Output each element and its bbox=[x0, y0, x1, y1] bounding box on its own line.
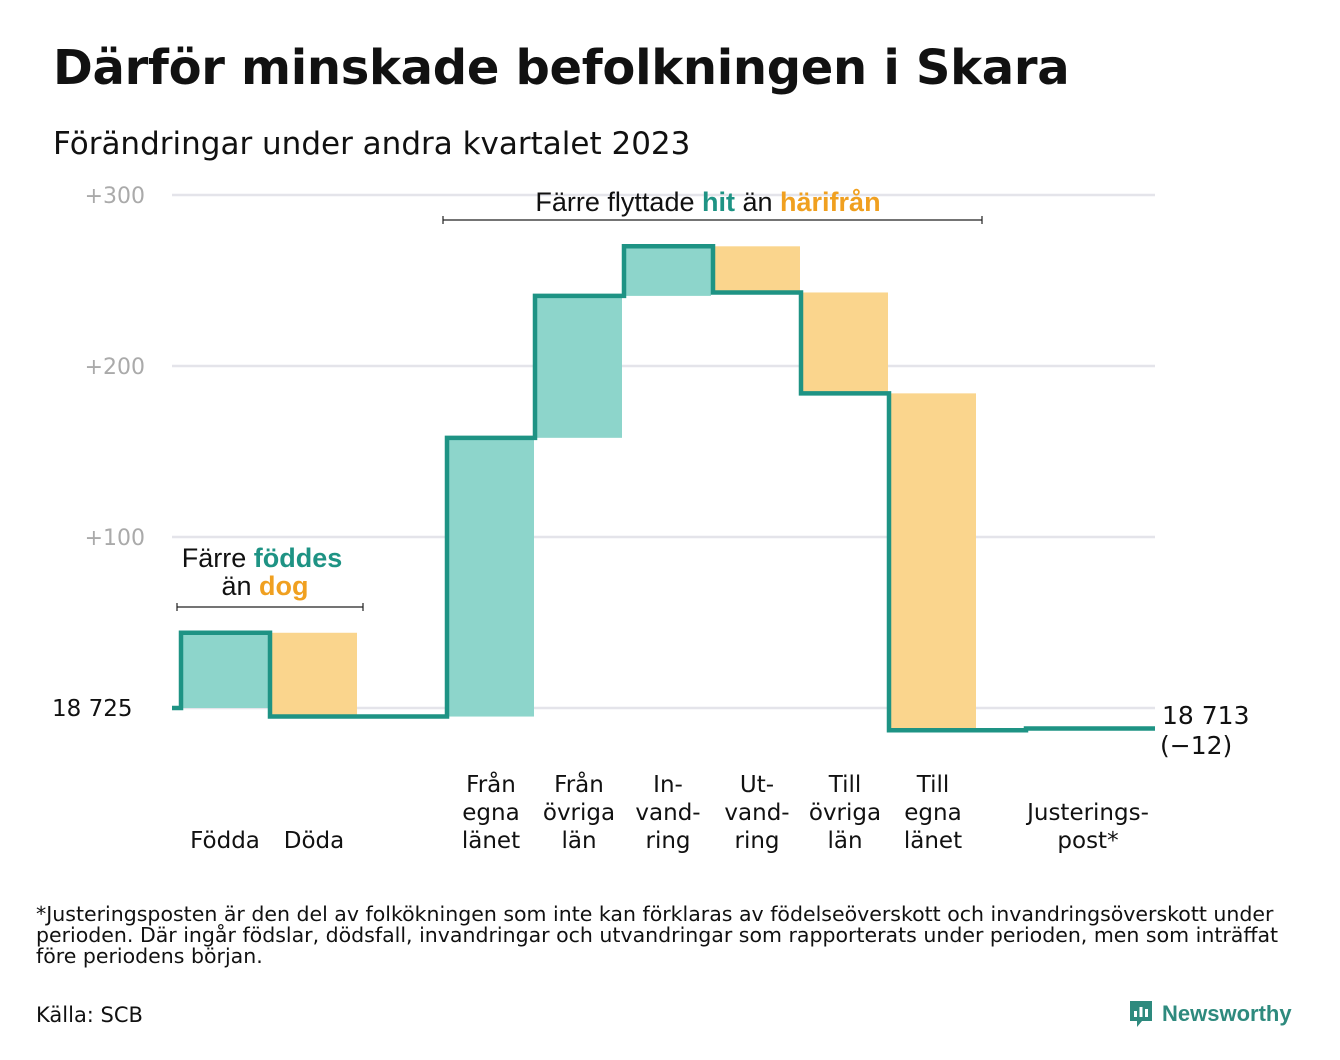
bar-decrease bbox=[802, 292, 888, 394]
category-label: Ut- bbox=[740, 772, 774, 798]
bar-increase bbox=[625, 246, 711, 296]
source-note: Källa: SCB bbox=[36, 1003, 143, 1027]
category-label: ring bbox=[734, 828, 779, 854]
chart-subtitle: Förändringar under andra kvartalet 2023 bbox=[53, 126, 691, 162]
category-label: Födda bbox=[190, 828, 260, 854]
bar-decrease bbox=[714, 246, 800, 293]
bar-increase bbox=[182, 632, 268, 708]
category-label: Till bbox=[916, 772, 950, 798]
category-label: Justerings- bbox=[1025, 800, 1149, 826]
category-label: länet bbox=[462, 828, 520, 854]
bar-increase bbox=[448, 437, 534, 717]
category-label: län bbox=[827, 828, 862, 854]
newsworthy-logo-icon bbox=[1130, 1001, 1152, 1027]
annotation-births-line2: än dog bbox=[221, 571, 308, 601]
category-label: länet bbox=[904, 828, 962, 854]
footnote: *Justeringsposten är den del av folkökni… bbox=[36, 902, 1279, 968]
category-label: post* bbox=[1057, 828, 1118, 854]
category-label: Från bbox=[466, 770, 516, 798]
category-label: Till bbox=[828, 772, 862, 798]
newsworthy-brand: Newsworthy bbox=[1128, 997, 1292, 1031]
brand-name: Newsworthy bbox=[1162, 1001, 1292, 1026]
y-tick-label: +300 bbox=[85, 184, 145, 209]
category-label: övriga bbox=[543, 800, 615, 826]
bar-decrease bbox=[890, 393, 976, 731]
annotation-births-line1: Färre föddes bbox=[182, 543, 343, 573]
category-label: län bbox=[561, 828, 596, 854]
annotation-migration: Färre flyttade hit än härifrån bbox=[535, 187, 880, 217]
y-tick-label: +200 bbox=[85, 355, 145, 380]
y-tick-label: +100 bbox=[85, 526, 145, 551]
start-value-label: 18 725 bbox=[52, 696, 132, 722]
category-label: vand- bbox=[635, 800, 700, 826]
category-label: övriga bbox=[809, 800, 881, 826]
category-label: ring bbox=[645, 828, 690, 854]
end-value-label: 18 713 bbox=[1162, 701, 1249, 730]
bar-decrease bbox=[271, 632, 357, 717]
end-change-label: (−12) bbox=[1160, 731, 1232, 760]
cumulative-step-line bbox=[172, 244, 1155, 733]
category-label: egna bbox=[904, 800, 961, 826]
category-label: Döda bbox=[284, 828, 344, 854]
category-label: egna bbox=[462, 800, 519, 826]
chart-title: Därför minskade befolkningen i Skara bbox=[53, 40, 1070, 96]
category-label: In- bbox=[653, 772, 683, 798]
bar-increase bbox=[536, 295, 622, 438]
category-label: Från bbox=[554, 770, 604, 798]
category-label: vand- bbox=[724, 800, 789, 826]
